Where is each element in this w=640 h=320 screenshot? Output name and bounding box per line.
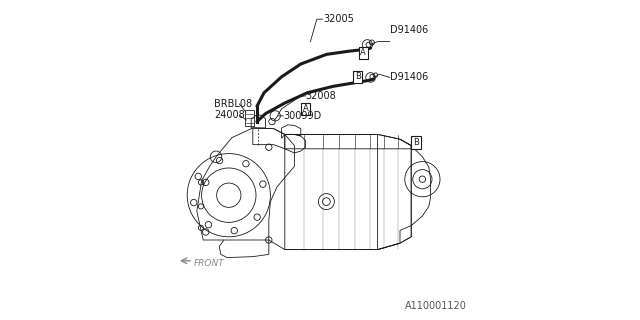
Text: D91406: D91406	[390, 25, 429, 36]
Text: FRONT: FRONT	[195, 259, 225, 268]
Text: 32008: 32008	[306, 91, 337, 101]
Text: D91406: D91406	[390, 72, 429, 83]
Text: 30099D: 30099D	[283, 111, 321, 121]
Text: A110001120: A110001120	[405, 301, 467, 311]
Text: 32005: 32005	[323, 14, 354, 24]
Text: A: A	[303, 104, 308, 113]
Text: BRBL08: BRBL08	[214, 99, 252, 109]
Bar	[245, 110, 255, 126]
Text: 24008: 24008	[214, 110, 244, 120]
Text: B: B	[413, 138, 419, 147]
Text: B: B	[355, 72, 361, 81]
Text: A: A	[360, 48, 366, 57]
